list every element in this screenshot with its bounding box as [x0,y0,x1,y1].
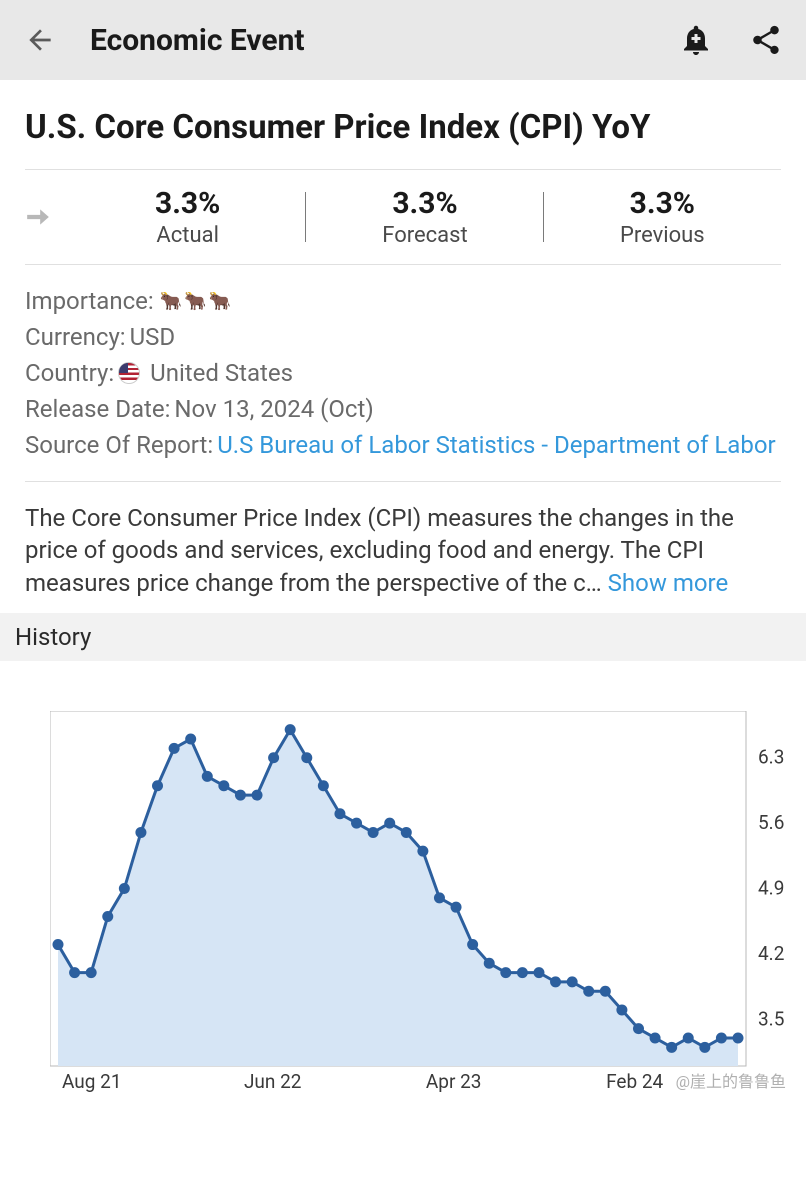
direction-indicator [25,205,59,229]
history-title: History [15,623,791,651]
description: The Core Consumer Price Index (CPI) meas… [25,482,781,613]
meta-importance-label: Importance: [25,283,154,319]
stat-forecast: 3.3% Forecast [306,186,543,248]
event-title: U.S. Core Consumer Price Index (CPI) YoY [25,80,781,169]
meta-importance: Importance: 🐂 🐂 🐂 [25,283,781,319]
meta-source-label: Source Of Report: [25,427,213,463]
show-more-link[interactable]: Show more [608,569,729,597]
share-icon [749,23,783,57]
svg-text:Feb 24: Feb 24 [606,1070,663,1093]
stat-previous: 3.3% Previous [544,186,781,248]
meta-country: Country: United States [25,355,781,391]
stats-row: 3.3% Actual 3.3% Forecast 3.3% Previous [25,170,781,264]
chart-svg: 3.5 4.2 4.9 5.6 6.3 Aug 21 Jun 22 Apr 23 Feb 24 [50,711,796,1096]
header-bar: Economic Event [0,0,806,80]
meta-currency: Currency: USD [25,319,781,355]
stat-actual: 3.3% Actual [69,186,306,248]
back-button[interactable] [20,20,60,60]
importance-icons: 🐂 🐂 🐂 [160,288,231,315]
stat-previous-value: 3.3% [544,186,781,221]
meta-release-value: Nov 13, 2024 (Oct) [174,391,373,427]
meta-block: Importance: 🐂 🐂 🐂 Currency: USD Country:… [25,265,781,481]
meta-currency-label: Currency: [25,319,126,355]
stat-forecast-value: 3.3% [306,186,543,221]
svg-text:Apr 23: Apr 23 [426,1070,482,1093]
us-flag-icon [118,362,140,384]
meta-country-value: United States [150,355,293,391]
svg-text:6.3: 6.3 [758,746,784,769]
stat-actual-value: 3.3% [69,186,306,221]
meta-release: Release Date: Nov 13, 2024 (Oct) [25,391,781,427]
meta-source: Source Of Report: U.S Bureau of Labor St… [25,427,781,463]
share-button[interactable] [746,20,786,60]
watermark: @崖上的鲁鲁鱼 [676,1068,786,1092]
stat-previous-label: Previous [544,223,781,248]
alert-add-button[interactable] [676,20,716,60]
svg-text:5.6: 5.6 [758,811,784,834]
svg-text:Jun 22: Jun 22 [244,1070,302,1093]
meta-country-label: Country: [25,355,114,391]
svg-text:4.9: 4.9 [758,877,784,900]
history-header: History [0,613,806,661]
meta-source-link[interactable]: U.S Bureau of Labor Statistics - Departm… [217,427,775,463]
bell-plus-icon [678,22,714,58]
meta-currency-value: USD [130,319,176,355]
arrow-right-icon [25,206,51,228]
meta-release-label: Release Date: [25,391,170,427]
svg-text:3.5: 3.5 [758,1007,784,1030]
bull-icon: 🐂 [160,288,182,315]
svg-text:Aug 21: Aug 21 [62,1070,122,1093]
arrow-left-icon [24,24,56,56]
bull-icon: 🐂 [184,288,206,315]
svg-text:4.2: 4.2 [758,942,784,965]
header-title: Economic Event [90,23,676,58]
stat-actual-label: Actual [69,223,306,248]
stat-forecast-label: Forecast [306,223,543,248]
history-chart: 3.5 4.2 4.9 5.6 6.3 Aug 21 Jun 22 Apr 23 Feb 24 [25,661,781,1106]
header-actions [676,20,786,60]
bull-icon: 🐂 [209,288,231,315]
